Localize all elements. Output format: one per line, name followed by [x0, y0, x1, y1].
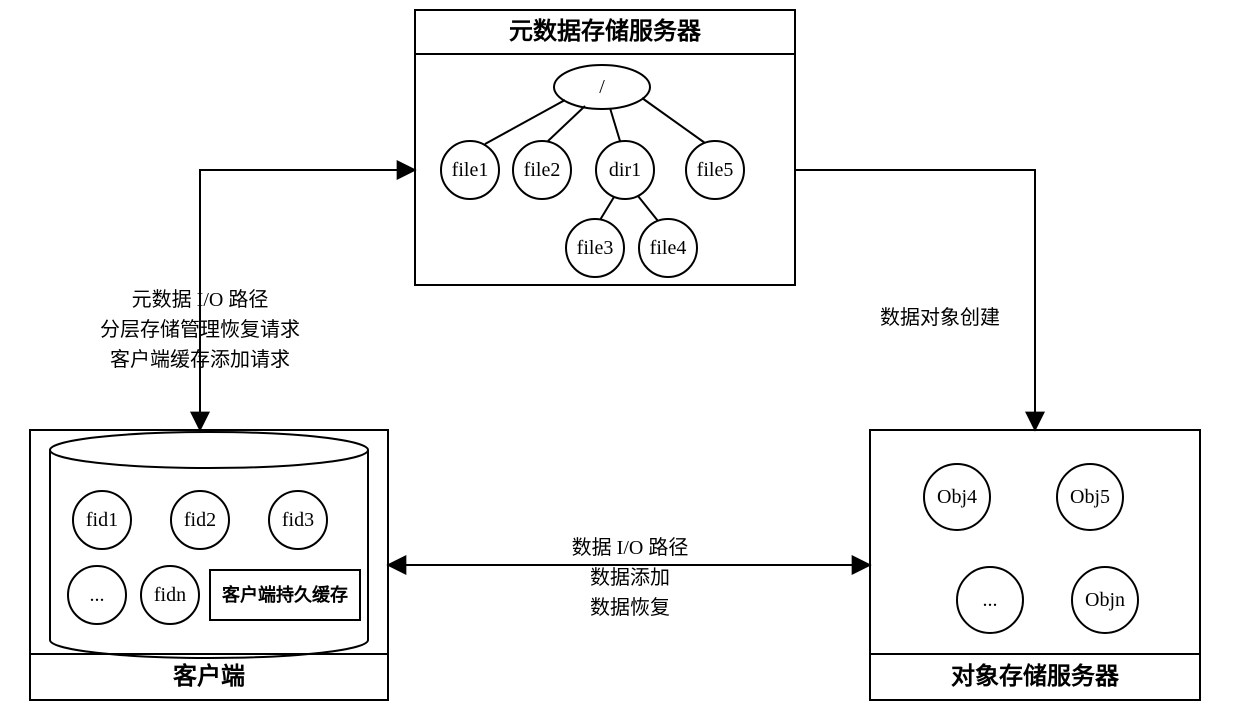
tree-node-label: file4	[650, 237, 687, 259]
client-cache-label: 客户端持久缓存	[222, 584, 348, 605]
arrow-left-label: 分层存储管理恢复请求	[100, 318, 300, 341]
client-cylinder-top	[50, 432, 368, 468]
client-box	[30, 430, 388, 700]
arrow-left-label: 元数据 I/O 路径	[132, 288, 269, 311]
arrow-left-label: 客户端缓存添加请求	[110, 348, 290, 371]
arrow-metadata-object	[795, 170, 1035, 430]
tree-node-label: file1	[452, 159, 489, 181]
arrow-bottom-label: 数据恢复	[590, 596, 670, 619]
client-title: 客户端	[173, 662, 245, 690]
arrow-right-label: 数据对象创建	[880, 306, 1000, 329]
client-cylinder-body	[50, 450, 368, 658]
tree-root-label: /	[599, 76, 605, 98]
object-server-title: 对象存储服务器	[951, 662, 1120, 690]
object-node-label: ...	[983, 589, 998, 611]
tree-edge	[600, 197, 614, 220]
tree-edge	[638, 196, 658, 221]
tree-edge	[548, 106, 585, 141]
object-node-label: Obj5	[1070, 486, 1110, 508]
tree-node-label: dir1	[609, 159, 641, 181]
object-node-label: Objn	[1085, 589, 1125, 611]
metadata-server-title: 元数据存储服务器	[509, 17, 702, 45]
object-server-box	[870, 430, 1200, 700]
tree-node-label: file2	[524, 159, 561, 181]
tree-node-label: file5	[697, 159, 734, 181]
tree-edge	[610, 108, 620, 141]
client-node-label: fid3	[282, 509, 314, 531]
tree-node-label: file3	[577, 237, 614, 259]
client-node-label: fid1	[86, 509, 118, 531]
client-node-label: ...	[90, 584, 105, 606]
client-node-label: fid2	[184, 509, 216, 531]
object-node-label: Obj4	[937, 486, 977, 508]
arrow-bottom-label: 数据添加	[590, 566, 670, 589]
arrow-bottom-label: 数据 I/O 路径	[572, 536, 689, 559]
client-node-label: fidn	[154, 584, 186, 606]
tree-edge	[642, 98, 705, 143]
